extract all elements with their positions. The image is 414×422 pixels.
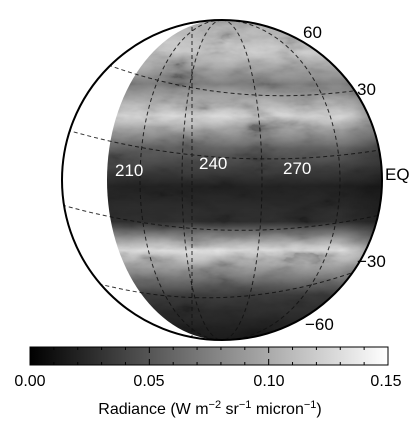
parallel-line [66,129,381,160]
colorbar-tick-label: 0.10 [253,373,284,390]
colorbar-gradient [29,346,389,366]
radiance-image [107,20,382,340]
colorbar-title: Radiance (W m−2 sr−1 micron−1) [98,399,321,418]
parallel-line [94,59,361,97]
longitude-label-240: 240 [199,154,227,173]
graticule [62,20,381,340]
parallel-line [84,269,361,299]
colorbar-tick-label: 0.15 [370,373,401,390]
colorbar: 0.00 0.05 0.10 0.15 Radiance (W m−2 sr−1… [14,346,402,418]
colorbar-ticks [29,347,389,365]
latitude-label-eq: EQ [385,165,410,184]
latitude-label-minus60: −60 [305,315,334,334]
longitude-label-210: 210 [115,161,143,180]
meridian-line [221,20,263,340]
longitude-label-270: 270 [283,159,311,178]
meridian-line [139,20,223,340]
planet-limb [61,19,383,341]
latitude-label-30: 30 [357,80,376,99]
colorbar-tick-label: 0.05 [133,373,164,390]
meridian-line [221,20,341,340]
latitude-label-minus30: −30 [357,252,386,271]
colorbar-tick-label: 0.00 [14,373,45,390]
meridian-line [181,20,223,340]
parallel-line [62,204,381,231]
latitude-label-60: 60 [303,23,322,42]
